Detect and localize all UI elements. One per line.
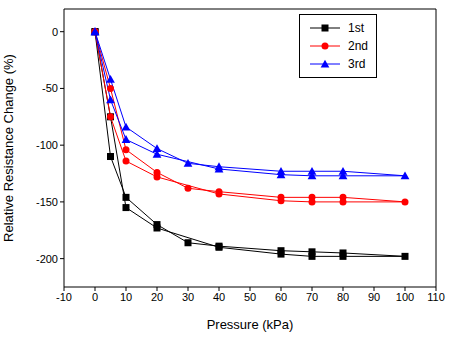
svg-text:30: 30 — [182, 291, 194, 303]
svg-text:0: 0 — [92, 291, 98, 303]
svg-text:80: 80 — [337, 291, 349, 303]
svg-text:-200: -200 — [36, 253, 58, 265]
svg-text:-50: -50 — [42, 82, 58, 94]
html-text:1st: 1st — [348, 21, 364, 35]
svg-text:100: 100 — [396, 291, 414, 303]
svg-text:60: 60 — [275, 291, 287, 303]
svg-text:110: 110 — [427, 291, 444, 303]
svg-text:-100: -100 — [36, 139, 58, 151]
svg-text:70: 70 — [306, 291, 318, 303]
svg-text:-10: -10 — [56, 291, 72, 303]
svg-text:10: 10 — [120, 291, 132, 303]
svg-text:Pressure (kPa): Pressure (kPa) — [207, 317, 294, 332]
svg-text:0: 0 — [52, 26, 58, 38]
svg-text:90: 90 — [368, 291, 380, 303]
svg-text:40: 40 — [213, 291, 225, 303]
svg-text:-150: -150 — [36, 196, 58, 208]
svg-text:50: 50 — [244, 291, 256, 303]
html-text:2nd: 2nd — [348, 39, 368, 53]
svg-text:20: 20 — [151, 291, 163, 303]
html-text:3rd: 3rd — [348, 57, 366, 71]
svg-text:Relative Resistance Change (%): Relative Resistance Change (%) — [8, 54, 16, 242]
